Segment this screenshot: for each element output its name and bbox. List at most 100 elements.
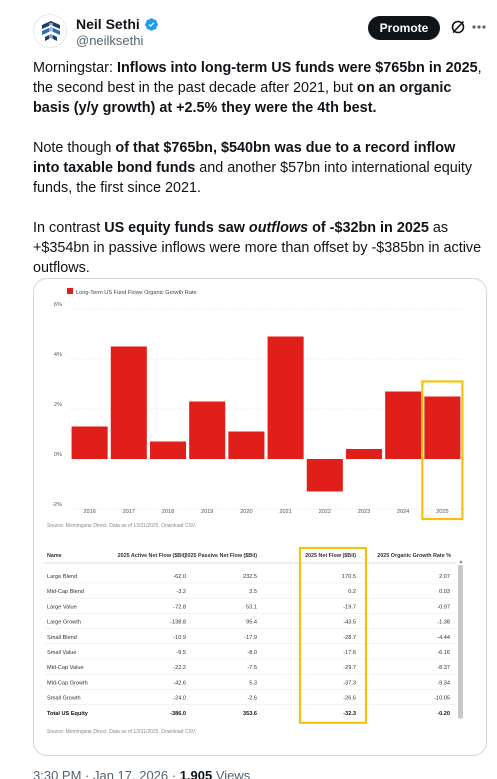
tweet-paragraph-2: Note though of that $765bn, $540bn was d…	[33, 138, 483, 198]
x-tick-label: 2025	[436, 509, 448, 515]
table-cell: Mid-Cap Value	[47, 665, 84, 671]
table-cell: -29.7	[343, 665, 356, 671]
table-cell: -28.7	[343, 635, 356, 641]
promote-button[interactable]: Promote	[368, 16, 440, 40]
y-tick-label: -2%	[52, 502, 62, 508]
table-total-cell: -32.3	[343, 711, 356, 717]
x-tick-label: 2022	[319, 509, 331, 515]
table-cell: -19.7	[343, 604, 356, 610]
table-header: 2025 Passive Net Flow ($Bil)	[184, 553, 257, 559]
table-header: 2025 Organic Growth Rate %	[377, 553, 451, 559]
table-scrollbar	[458, 565, 463, 719]
table-cell: Large Growth	[47, 620, 81, 626]
table-cell: -24.0	[173, 696, 186, 702]
verified-badge-icon	[144, 17, 158, 31]
tweet-media[interactable]: Long-Term US Fund Flows Organic Growth R…	[33, 278, 487, 756]
author-handle[interactable]: @neilksethi	[76, 33, 144, 48]
table-cell: 0.03	[439, 589, 450, 595]
x-tick-label: 2024	[397, 509, 409, 515]
table-cell: 3.5	[249, 589, 257, 595]
bar-2017	[110, 346, 147, 459]
legend-label: Long-Term US Fund Flows Organic Growth R…	[76, 290, 197, 296]
tweet-paragraph-1: Morningstar: Inflows into long-term US f…	[33, 58, 483, 118]
bar-2021	[267, 336, 304, 459]
bar-2016	[71, 426, 108, 459]
table-total-cell: Total US Equity	[47, 711, 89, 717]
text-span: , the second best in the past decade aft…	[33, 60, 482, 96]
table-cell: -26.6	[343, 696, 356, 702]
x-tick-label: 2018	[162, 509, 174, 515]
text-bold: of that $765bn, $540bn was due to a reco…	[33, 140, 456, 176]
table-cell: -37.3	[343, 680, 356, 686]
scroll-up-arrow: ▲	[459, 559, 464, 565]
bar-2020	[228, 431, 265, 459]
highlight-box-2025	[421, 380, 464, 521]
y-tick-label: 6%	[54, 302, 62, 308]
grok-icon[interactable]	[450, 19, 466, 35]
table-cell: -72.8	[173, 604, 186, 610]
views-label: Views	[212, 768, 251, 779]
x-tick-label: 2019	[201, 509, 213, 515]
table-cell: 5.3	[249, 680, 257, 686]
table-cell: -22.2	[173, 665, 186, 671]
y-tick-label: 4%	[54, 352, 62, 358]
author-name[interactable]: Neil Sethi	[76, 16, 140, 32]
table-cell: Small Growth	[47, 696, 81, 702]
table-cell: -3.2	[176, 589, 186, 595]
avatar-logo	[34, 15, 66, 47]
table-cell: -10.05	[434, 696, 450, 702]
table-cell: -9.34	[437, 680, 450, 686]
table-cell: -9.5	[176, 650, 186, 656]
table-cell: Mid-Cap Blend	[47, 589, 84, 595]
table-cell: Mid-Cap Growth	[47, 680, 88, 686]
x-tick-label: 2023	[358, 509, 370, 515]
chart-image: Long-Term US Fund Flows Organic Growth R…	[44, 288, 464, 735]
table-cell: 0.2	[348, 589, 356, 595]
table-cell: Small Blend	[47, 635, 77, 641]
bar-2019	[189, 401, 226, 459]
y-tick-label: 2%	[54, 402, 62, 408]
table-header: Name	[47, 553, 62, 559]
table-cell: Small Value	[47, 650, 76, 656]
x-tick-label: 2021	[279, 509, 291, 515]
table-cell: Large Value	[47, 604, 77, 610]
x-tick-label: 2017	[123, 509, 135, 515]
table-header: 2025 Active Net Flow ($Bil)	[118, 553, 187, 559]
table-cell: 2.07	[439, 574, 450, 580]
bar-2024	[385, 391, 422, 459]
text-bold: Inflows into long-term US funds were $76…	[116, 60, 478, 76]
text-bold: on an organic basis (y/y growth) at +2.5…	[33, 80, 452, 116]
bar-2022	[306, 459, 343, 492]
table-cell: Large Blend	[47, 574, 77, 580]
bar-2018	[149, 441, 187, 459]
avatar[interactable]	[33, 14, 67, 48]
table-total-cell: 353.6	[243, 711, 257, 717]
table-cell: -4.44	[437, 635, 450, 641]
table-cell: -17.6	[343, 650, 356, 656]
text-span: and another $57bn into international equ…	[33, 160, 473, 196]
x-tick-label: 2020	[240, 509, 252, 515]
tweet-header: Neil Sethi @neilksethi Promote	[0, 0, 497, 56]
bar-2025	[424, 396, 461, 459]
y-tick-label: 0%	[54, 452, 62, 458]
table-cell: -8.37	[437, 665, 450, 671]
table-cell: -7.5	[247, 665, 257, 671]
table-cell: -8.0	[247, 650, 257, 656]
x-tick-label: 2016	[83, 509, 95, 515]
table-cell: 53.1	[246, 604, 257, 610]
more-icon[interactable]	[472, 25, 486, 29]
highlight-box-net-flow	[298, 546, 368, 724]
table-cell: -43.5	[343, 620, 356, 626]
tweet-timestamp[interactable]: 3:30 PM · Jan 17, 2026 ·	[33, 768, 180, 779]
table-cell: -0.97	[437, 604, 450, 610]
bar-2023	[345, 449, 383, 459]
tweet-footer: 3:30 PM · Jan 17, 2026 · 1,905 Views	[33, 768, 250, 779]
table-cell: 232.5	[243, 574, 257, 580]
tweet-paragraph-3: In contrast US equity funds saw outflows…	[33, 218, 483, 278]
text-span: Morningstar:	[33, 60, 117, 76]
table-cell: -1.38	[437, 620, 450, 626]
table-cell: -62.0	[173, 574, 186, 580]
table-total-cell: -0.20	[437, 711, 450, 717]
legend-swatch	[67, 288, 73, 294]
table-cell: -10.9	[173, 635, 186, 641]
